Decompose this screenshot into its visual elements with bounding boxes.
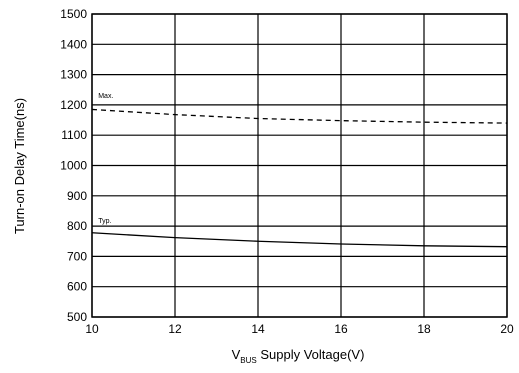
- y-tick-label: 1400: [60, 37, 87, 51]
- y-tick-label: 700: [67, 249, 87, 263]
- x-tick-label: 18: [417, 322, 431, 336]
- grid-lines: [91, 13, 508, 318]
- y-tick-label: 1100: [61, 128, 87, 142]
- y-tick-label: 1000: [60, 159, 87, 173]
- x-axis-label: VBUS Supply Voltage(V): [232, 347, 365, 365]
- x-tick-label: 12: [168, 322, 182, 336]
- series-line-typ: [91, 232, 508, 248]
- y-tick-label: 1500: [60, 7, 87, 21]
- x-tick-label: 10: [85, 322, 99, 336]
- y-tick-label: 500: [67, 310, 87, 324]
- y-tick-label: 900: [67, 189, 87, 203]
- x-axis-label-main: V: [232, 347, 241, 362]
- x-axis-label-subscript: BUS: [240, 356, 256, 365]
- x-axis-label-rest: Supply Voltage(V): [257, 347, 365, 362]
- data-series: [91, 108, 508, 248]
- y-tick-label: 800: [67, 219, 87, 233]
- x-tick-label: 16: [334, 322, 348, 336]
- y-tick-label: 600: [67, 280, 87, 294]
- x-tick-label: 20: [500, 322, 514, 336]
- annotation-label: Max.: [98, 93, 113, 100]
- annotations: Max. Typ.: [98, 93, 113, 225]
- y-tick-label: 1200: [60, 98, 87, 112]
- series-line-max: [91, 108, 508, 124]
- y-axis-label: Turn-on Delay Time(ns): [12, 98, 27, 234]
- annotation-label: Typ.: [98, 218, 111, 225]
- y-tick-labels: 500 600 700 800 900 1000 1100 1200 1300 1400 1500: [60, 7, 87, 324]
- y-tick-label: 1300: [60, 68, 87, 82]
- plot-frame: [91, 13, 508, 318]
- x-tick-labels: 10 12 14 16 18 20: [85, 322, 514, 336]
- x-tick-label: 14: [251, 322, 265, 336]
